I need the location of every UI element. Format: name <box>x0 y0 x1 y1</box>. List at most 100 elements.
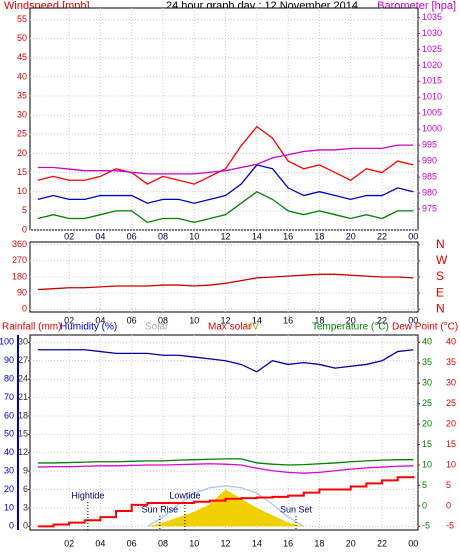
x-tick-label: 08 <box>158 315 168 325</box>
y-tick-label: 1015 <box>422 76 442 86</box>
y-tick-label: 45 <box>17 52 27 62</box>
y-tick-label: 1020 <box>422 60 442 70</box>
plot-area <box>29 241 419 313</box>
x-tick-label: 04 <box>95 231 105 241</box>
y-tick-label: 50 <box>4 429 14 439</box>
x-tick-label: 22 <box>377 538 387 548</box>
x-tick-label: 12 <box>221 315 231 325</box>
annotation: Lowtide <box>169 490 200 500</box>
legend-label: Humidity (%) <box>60 322 117 333</box>
line <box>37 164 414 204</box>
y-tick-label: 90 <box>17 288 27 298</box>
y-tick-label: 25 <box>422 398 432 408</box>
y-tick-label: 20 <box>4 484 14 494</box>
x-tick-label: 00 <box>408 315 418 325</box>
y-tick-label: 990 <box>422 155 437 165</box>
y-tick-label: 15 <box>18 429 28 439</box>
y-tick-label: 24 <box>18 374 28 384</box>
y-tick-label: 40 <box>4 447 14 457</box>
y-tick-label: 980 <box>422 187 437 197</box>
y-tick-label: 5 <box>446 480 451 490</box>
y-tick-label: 50 <box>17 33 27 43</box>
x-tick-label: 06 <box>127 231 137 241</box>
y-tick-label: 60 <box>4 410 14 420</box>
y-tick-label: 80 <box>4 374 14 384</box>
y-tick-label: 3 <box>23 502 28 512</box>
y-tick-label: 100 <box>0 337 14 347</box>
x-tick-label: 10 <box>189 231 199 241</box>
legend-label: Dew Point (°C) <box>392 322 458 333</box>
x-tick-label: 16 <box>283 538 293 548</box>
y-tick-label: 21 <box>18 392 28 402</box>
y-tick-label: 5 <box>422 480 427 490</box>
line <box>37 349 414 373</box>
y-tick-label: 70 <box>4 392 14 402</box>
x-tick-label: 20 <box>346 538 356 548</box>
y-tick-label: 0 <box>422 500 427 510</box>
line <box>37 463 414 474</box>
x-tick-label: 20 <box>346 231 356 241</box>
y-tick-label: E <box>436 285 444 299</box>
y-tick-label: 18 <box>18 410 28 420</box>
x-tick-label: 18 <box>314 315 324 325</box>
x-tick-label: 08 <box>158 538 168 548</box>
y-tick-label: 975 <box>422 203 437 213</box>
y-tick-label: 27 <box>18 355 28 365</box>
y-tick-label: N <box>436 237 445 251</box>
y-tick-label: 15 <box>422 439 432 449</box>
y-tick-label: 30 <box>422 378 432 388</box>
line <box>37 144 414 175</box>
y-tick-label: -5 <box>422 521 430 531</box>
y-tick-label: 1030 <box>422 28 442 38</box>
y-tick-label: 0 <box>446 500 451 510</box>
y-tick-label: 0 <box>9 521 14 531</box>
annotation: Sun Rise <box>142 504 179 514</box>
y-tick-label: 10 <box>422 459 432 469</box>
y-tick-label: 30 <box>446 378 456 388</box>
y-tick-label: 20 <box>422 418 432 428</box>
chart-title: 24 hour graph day : 12 November 2014 <box>166 0 358 12</box>
y-tick-label: 40 <box>446 337 456 347</box>
legend-label: UV <box>245 322 259 333</box>
x-tick-label: 02 <box>64 231 74 241</box>
plot-area <box>29 7 419 231</box>
y-tick-label: 1000 <box>422 124 442 134</box>
y-tick-label: 9 <box>23 466 28 476</box>
line <box>147 485 305 527</box>
legend-label: Rainfall (mm) <box>2 322 61 333</box>
y-tick-label: 1010 <box>422 92 442 102</box>
x-tick-label: 16 <box>283 231 293 241</box>
x-tick-label: 12 <box>221 231 231 241</box>
y-tick-label: 15 <box>446 439 456 449</box>
y2-label: Barometer [hpa] <box>377 0 456 12</box>
y-tick-label: 55 <box>17 14 27 24</box>
y-tick-label: 5 <box>22 205 27 215</box>
x-tick-label: 22 <box>377 315 387 325</box>
y-tick-label: 35 <box>422 357 432 367</box>
y-tick-label: 12 <box>18 447 28 457</box>
y-tick-label: 1035 <box>422 12 442 22</box>
legend-label: Max solar <box>208 322 252 333</box>
line <box>37 125 414 185</box>
x-tick-label: 00 <box>408 231 418 241</box>
x-tick-label: 20 <box>346 315 356 325</box>
y-tick-label: 6 <box>23 484 28 494</box>
x-tick-label: 04 <box>95 538 105 548</box>
annotation: Hightide <box>71 490 104 500</box>
legend-label: Solar <box>145 322 169 333</box>
y-tick-label: 985 <box>422 171 437 181</box>
y-label: Windspeed [mph] <box>4 0 90 12</box>
y-tick-label: W <box>436 253 448 267</box>
y-tick-label: 20 <box>17 148 27 158</box>
y-tick-label: 995 <box>422 140 437 150</box>
y-tick-label: 40 <box>17 71 27 81</box>
x-tick-label: 12 <box>221 538 231 548</box>
annotation: Sun Set <box>280 504 313 514</box>
y-tick-label: 1025 <box>422 44 442 54</box>
y-tick-label: 360 <box>12 239 27 249</box>
x-tick-label: 10 <box>189 315 199 325</box>
y-tick-label: 0 <box>22 304 27 314</box>
legend-label: Temperature (°C) <box>312 322 389 333</box>
